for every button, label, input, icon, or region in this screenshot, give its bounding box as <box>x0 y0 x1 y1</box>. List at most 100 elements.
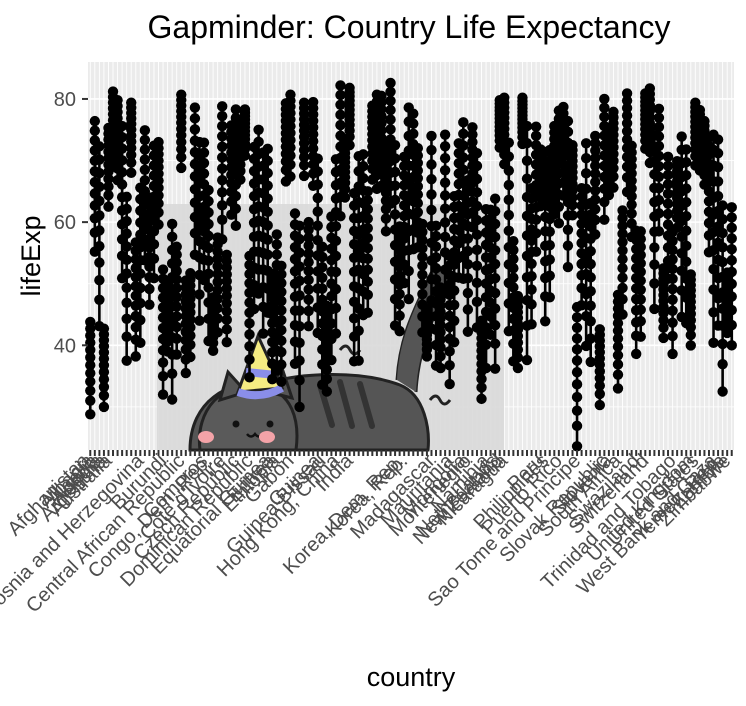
data-point <box>653 194 665 206</box>
data-point <box>212 261 223 272</box>
data-point <box>294 401 305 413</box>
data-point <box>635 233 646 245</box>
data-point <box>667 305 678 316</box>
data-point <box>571 312 583 323</box>
data-point <box>471 229 483 240</box>
data-point <box>217 200 228 211</box>
data-point <box>116 132 128 143</box>
data-point <box>262 220 273 231</box>
data-point <box>417 251 428 263</box>
data-point <box>285 134 296 146</box>
data-point <box>362 204 373 215</box>
data-point <box>712 190 724 202</box>
data-point <box>590 214 601 226</box>
data-point <box>262 167 273 179</box>
data-point <box>244 354 255 365</box>
data-point <box>335 89 346 101</box>
chart-title: Gapminder: Country Life Expectancy <box>148 9 671 45</box>
data-point <box>439 203 451 214</box>
data-point <box>667 235 678 247</box>
data-point <box>444 378 455 390</box>
data-point <box>462 233 474 244</box>
data-point <box>544 254 555 265</box>
data-point <box>171 282 182 294</box>
data-point <box>335 99 346 111</box>
data-point <box>662 188 674 200</box>
data-point <box>412 198 424 209</box>
data-point <box>508 263 519 274</box>
data-point <box>171 241 182 252</box>
data-point <box>203 184 214 196</box>
data-point <box>562 224 574 235</box>
data-point <box>294 290 305 301</box>
data-point <box>303 240 314 251</box>
data-point <box>398 200 410 211</box>
data-point <box>389 209 401 220</box>
data-point <box>289 208 301 219</box>
data-point <box>489 273 501 284</box>
data-point <box>485 329 496 341</box>
data-point <box>121 228 132 239</box>
data-point <box>94 294 105 306</box>
data-point <box>171 265 182 277</box>
data-point <box>248 303 260 315</box>
data-point <box>708 264 719 275</box>
data-point <box>307 143 319 154</box>
data-point <box>476 382 487 393</box>
data-point <box>185 339 196 350</box>
data-point <box>121 241 132 252</box>
data-point <box>271 229 282 240</box>
data-point <box>317 262 328 273</box>
data-point <box>444 360 455 371</box>
data-point <box>94 210 105 221</box>
data-point <box>426 189 437 200</box>
data-point <box>385 114 396 125</box>
data-point <box>503 194 515 206</box>
data-point <box>703 217 715 229</box>
data-point <box>244 329 255 340</box>
data-point <box>521 173 533 184</box>
data-point <box>230 203 242 214</box>
data-point <box>717 227 728 239</box>
data-point <box>212 327 223 338</box>
data-point <box>471 260 483 272</box>
data-point <box>221 249 232 260</box>
data-point <box>362 307 373 318</box>
data-point <box>394 325 405 337</box>
data-point <box>176 143 187 155</box>
data-point <box>694 104 706 116</box>
data-point <box>185 351 196 363</box>
data-point <box>153 182 164 194</box>
data-point <box>389 166 401 178</box>
data-point <box>726 233 737 244</box>
data-point <box>480 362 492 374</box>
data-point <box>303 284 314 295</box>
data-point <box>653 131 665 142</box>
data-point <box>394 270 405 281</box>
data-point <box>116 155 128 166</box>
data-point <box>408 108 419 119</box>
data-point <box>681 183 692 194</box>
data-point <box>712 176 724 187</box>
data-point <box>626 175 637 186</box>
data-point <box>412 173 424 184</box>
data-point <box>294 261 305 272</box>
data-point <box>721 327 733 339</box>
data-point <box>298 170 310 182</box>
data-point <box>489 303 501 314</box>
data-point <box>276 324 287 336</box>
data-point <box>144 283 155 295</box>
data-point <box>685 269 696 280</box>
data-point <box>394 299 405 310</box>
data-point <box>298 151 310 163</box>
data-point <box>348 238 360 250</box>
data-point <box>217 214 228 226</box>
data-point <box>653 160 665 172</box>
data-point <box>294 337 305 349</box>
data-point <box>585 285 596 297</box>
data-point <box>98 374 110 385</box>
data-point <box>221 324 232 335</box>
data-point <box>385 124 396 135</box>
data-point <box>626 208 637 219</box>
data-point <box>230 220 242 232</box>
